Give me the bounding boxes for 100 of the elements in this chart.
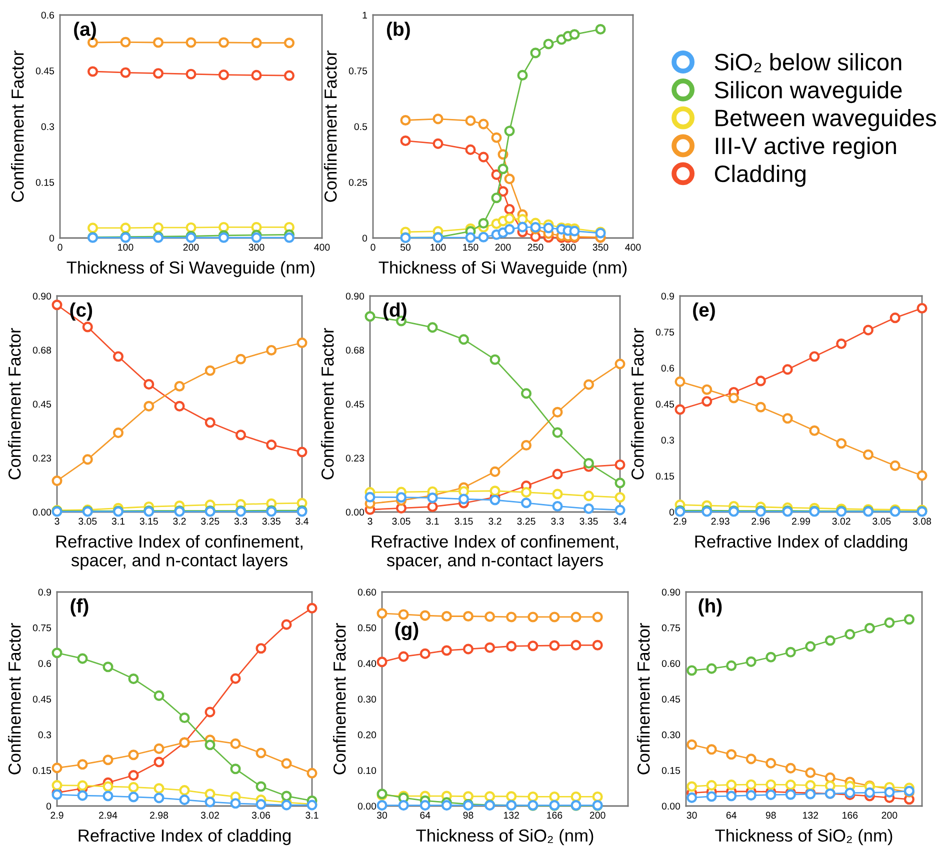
y-tick-label: 0.15 xyxy=(32,767,52,774)
x-tick-label: 3.02 xyxy=(832,518,850,525)
y-tick-label: 0.23 xyxy=(346,454,364,462)
x-tick-label: 3.25 xyxy=(201,518,220,525)
x-tick-label: 3.1 xyxy=(306,812,318,819)
x-tick-label: 98 xyxy=(463,812,474,819)
y-tick-label: 0.45 xyxy=(32,696,52,703)
x-tick-label: 100 xyxy=(430,244,446,251)
y-tick-label: 0.50 xyxy=(358,624,376,632)
x-tick-label: 400 xyxy=(314,244,330,251)
x-tick-label: 3.2 xyxy=(173,518,186,525)
x-tick-label: 2.9 xyxy=(674,518,686,525)
x-tick-label: 3.4 xyxy=(296,518,308,525)
y-tick-label: 0 xyxy=(49,234,54,242)
y-tick-label: 0.68 xyxy=(346,346,364,354)
y-axis-title: Confinement Factor xyxy=(8,623,21,774)
x-tick-label: 30 xyxy=(376,812,388,819)
x-tick-label: 3.08 xyxy=(912,518,932,525)
x-tick-label: 64 xyxy=(420,812,430,819)
x-tick-label: 2.98 xyxy=(150,812,168,819)
y-tick-label: 0.45 xyxy=(656,400,674,408)
x-tick-label: 2.93 xyxy=(711,518,730,525)
y-axis-title: Confinement Factor xyxy=(8,328,21,480)
y-tick-label: 0.75 xyxy=(348,67,368,74)
chart-title: (d) xyxy=(383,302,406,321)
chart-title: (c) xyxy=(70,302,92,321)
x-tick-label: 50 xyxy=(400,244,411,251)
x-tick-label: 3.15 xyxy=(454,518,473,525)
y-tick-label: 0.00 xyxy=(346,508,364,516)
y-tick-label: 0.60 xyxy=(358,588,376,596)
x-tick-label: 3.15 xyxy=(140,518,158,525)
y-tick-label: 0 xyxy=(362,234,368,242)
x-axis-title: Thickness of Si Waveguide (nm) xyxy=(378,260,627,278)
y-tick-label: 0.15 xyxy=(662,767,680,774)
y-tick-label: 0.00 xyxy=(32,508,52,516)
x-tick-label: 2.99 xyxy=(792,518,810,525)
y-tick-label: 0.90 xyxy=(662,588,680,596)
y-tick-label: 0.00 xyxy=(358,802,376,810)
x-tick-label: 3.35 xyxy=(580,518,598,525)
y-tick-label: 0.3 xyxy=(41,123,54,130)
x-tick-label: 100 xyxy=(118,244,134,251)
x-tick-label: 200 xyxy=(495,244,511,251)
y-tick-label: 0.9 xyxy=(38,588,51,596)
x-tick-label: 250 xyxy=(528,244,544,251)
y-tick-label: 0.6 xyxy=(661,364,674,372)
y-tick-label: 0.15 xyxy=(656,472,674,480)
legend-label: SiO₂ below silicon xyxy=(714,53,902,72)
x-tick-label: 350 xyxy=(592,244,608,251)
y-tick-label: 0.75 xyxy=(656,328,674,336)
x-tick-label: 3.1 xyxy=(426,518,439,525)
y-tick-label: 0.68 xyxy=(32,346,52,354)
x-tick-label: 3.06 xyxy=(252,812,270,819)
y-tick-label: 0.40 xyxy=(358,660,376,667)
y-tick-label: 0.60 xyxy=(662,660,680,667)
y-axis-title: Confinement Factor xyxy=(637,623,650,774)
x-tick-label: 64 xyxy=(726,812,736,819)
chart-title: (f) xyxy=(70,598,88,617)
y-tick-label: 0.90 xyxy=(346,292,364,300)
x-tick-label: 3.35 xyxy=(262,518,280,525)
chart-title: (h) xyxy=(698,598,722,617)
x-tick-label: 2.9 xyxy=(50,812,64,819)
x-tick-label: 150 xyxy=(463,244,478,251)
y-tick-label: 0.25 xyxy=(348,178,368,186)
y-tick-label: 0.30 xyxy=(358,696,376,703)
x-tick-label: 30 xyxy=(686,812,697,819)
y-tick-label: 0.6 xyxy=(38,660,52,667)
y-tick-label: 0.3 xyxy=(38,731,52,738)
x-tick-label: 3.2 xyxy=(488,518,502,525)
x-tick-label: 132 xyxy=(504,812,519,819)
x-tick-label: 300 xyxy=(248,244,264,251)
x-tick-label: 132 xyxy=(803,812,818,819)
legend-label: Silicon waveguide xyxy=(714,81,902,104)
y-tick-label: 0.9 xyxy=(661,292,674,300)
legend-label: Between waveguides xyxy=(716,108,936,132)
y-tick-label: 0 xyxy=(669,508,674,516)
x-tick-label: 300 xyxy=(560,244,576,251)
y-axis-title: Confinement Factor xyxy=(321,328,334,480)
text: (g) xyxy=(395,622,418,640)
y-tick-label: 0 xyxy=(46,802,52,810)
x-tick-label: 2.96 xyxy=(752,518,770,525)
y-axis-title: Confinement Factor xyxy=(631,328,644,480)
x-tick-label: 3.3 xyxy=(234,518,248,525)
x-tick-label: 400 xyxy=(625,244,641,251)
x-tick-label: 166 xyxy=(842,812,858,819)
chart-title: (b) xyxy=(386,22,410,40)
legend-label: Cladding xyxy=(714,164,806,187)
x-tick-label: 200 xyxy=(183,244,199,251)
x-axis-title: Thickness of Si Waveguide (nm) xyxy=(66,260,315,278)
x-tick-label: 200 xyxy=(590,812,606,819)
x-tick-label: 3.05 xyxy=(78,518,97,525)
x-tick-label: 3.3 xyxy=(551,518,564,525)
y-tick-label: 0.45 xyxy=(346,400,364,408)
y-tick-label: 0.45 xyxy=(36,67,54,74)
x-tick-label: 2.94 xyxy=(99,812,118,819)
y-tick-label: 0.20 xyxy=(358,731,376,738)
x-tick-label: 0 xyxy=(58,244,62,251)
y-tick-label: 0.75 xyxy=(32,624,52,632)
y-tick-label: 0.5 xyxy=(354,123,368,130)
x-axis-title: Thickness of SiO₂ (nm) xyxy=(715,828,892,846)
y-tick-label: 0.3 xyxy=(661,436,674,444)
